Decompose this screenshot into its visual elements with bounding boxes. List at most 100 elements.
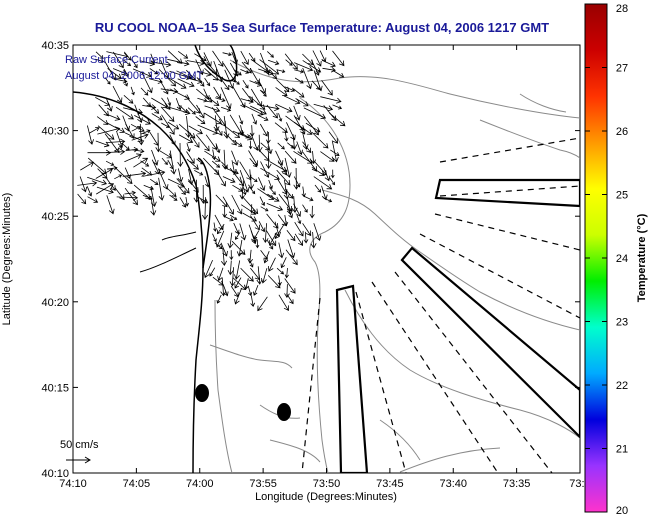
box-south [335, 284, 369, 473]
current-vector-arrow [257, 296, 268, 312]
current-vector-arrow [268, 232, 278, 246]
current-vector-arrow [161, 114, 175, 135]
current-vector-arrow [323, 167, 331, 182]
lon-tick-label: 73:35 [503, 478, 531, 490]
current-vector-arrow [97, 168, 108, 179]
current-vector-arrow [283, 95, 301, 105]
current-vector-arrow [95, 51, 104, 60]
current-vector-arrow [284, 86, 296, 92]
lat-tick-label: 40:25 [41, 211, 69, 223]
current-vector-arrow [332, 50, 345, 67]
current-vector-arrow [186, 143, 191, 153]
current-vector-arrow [220, 106, 232, 112]
current-vector-arrow [312, 50, 322, 67]
current-vector-arrow [250, 133, 259, 151]
current-vector-arrow [260, 268, 268, 284]
current-vector-arrow [123, 59, 132, 67]
current-vector-arrow [215, 169, 226, 187]
current-vector-arrow [231, 51, 238, 65]
current-vector-arrow [95, 58, 105, 63]
current-vector-arrow [303, 231, 309, 244]
coastline-bay-inlet [139, 231, 197, 273]
current-vector-arrow [168, 77, 187, 89]
surface-current-vectors [77, 50, 346, 312]
current-vector-arrow [268, 179, 273, 190]
current-vector-arrow [220, 87, 232, 110]
current-vector-arrow [309, 205, 315, 219]
current-vector-arrow [160, 106, 175, 122]
current-vector-arrow [140, 87, 149, 96]
box-southeast [400, 246, 580, 439]
current-vector-arrow [239, 176, 248, 196]
current-vector-arrow [123, 94, 134, 104]
current-vector-arrow [294, 233, 304, 247]
current-vector-arrow [256, 134, 263, 153]
current-vector-arrow [276, 169, 291, 186]
current-vector-arrow [87, 176, 107, 186]
current-vector-arrow [236, 239, 243, 257]
current-vector-arrow [256, 266, 263, 285]
current-vector-arrow [328, 131, 339, 144]
current-vector-arrow [124, 190, 137, 196]
current-vector-arrow [106, 138, 126, 145]
current-vector-arrow [197, 97, 208, 103]
current-vector-arrow [249, 204, 254, 214]
current-vector-arrow [229, 250, 234, 261]
current-vector-arrow [284, 150, 297, 164]
coastline-staten-island [194, 45, 238, 82]
current-vector-arrow [296, 141, 303, 156]
current-vector-arrow [293, 121, 313, 135]
current-vector-arrow [205, 95, 220, 106]
current-vector-arrow [293, 88, 305, 98]
current-vector-arrow [211, 160, 221, 168]
current-vector-arrow [231, 194, 243, 215]
current-vector-arrow [294, 221, 304, 237]
current-vector-arrow [194, 170, 204, 176]
current-vector-arrow [267, 141, 273, 155]
current-vector-arrow [302, 223, 312, 237]
current-vector-arrow [212, 50, 224, 67]
current-vector-arrow [294, 62, 314, 72]
lat-tick-label: 40:10 [41, 468, 69, 480]
current-vector-arrow [321, 59, 336, 68]
current-vector-arrow [280, 257, 287, 269]
transect-lines [301, 137, 580, 473]
lat-tick-label: 40:30 [41, 126, 69, 138]
current-vector-arrow [188, 125, 203, 135]
current-vector-arrow [87, 196, 99, 203]
current-vector-arrow [227, 260, 234, 276]
current-vector-arrow [232, 78, 240, 85]
current-vector-arrow [258, 221, 266, 233]
current-vector-arrow [97, 126, 121, 135]
current-vector-arrow [250, 230, 257, 245]
current-vector-arrow [253, 284, 259, 296]
lat-tick-label: 40:35 [41, 40, 69, 52]
current-vector-arrow [295, 98, 309, 107]
current-vector-arrow [132, 148, 145, 154]
colorbar-tick-label: 21 [616, 444, 628, 456]
current-vector-arrow [167, 159, 174, 170]
current-vector-arrow [149, 178, 159, 185]
current-vector-arrow [268, 70, 278, 80]
latitude-ticks: 40:35 40:30 40:25 40:20 40:15 40:10 [41, 40, 580, 480]
colorbar-tick-label: 23 [616, 317, 628, 329]
current-vector-arrow [124, 132, 144, 142]
current-vector-arrow [239, 131, 251, 139]
current-vector-arrow [268, 257, 276, 272]
current-vector-arrow [161, 157, 168, 165]
current-vector-arrow [179, 104, 188, 114]
current-vector-arrow [124, 153, 142, 163]
current-vector-arrow [178, 123, 196, 139]
current-vector-arrow [332, 104, 343, 110]
current-vector-arrow [259, 123, 268, 137]
current-vector-arrow [313, 223, 322, 241]
current-vector-arrow [222, 196, 234, 215]
current-vector-arrow [193, 179, 200, 203]
current-vector-arrow [177, 142, 184, 168]
current-vector-arrow [320, 151, 335, 162]
current-vector-arrow [227, 232, 234, 249]
current-vector-arrow [140, 129, 151, 135]
current-vector-arrow [216, 223, 225, 235]
colorbar-ticks: 20 21 22 23 24 25 26 27 28 [585, 3, 628, 517]
current-vector-arrow [260, 167, 280, 180]
